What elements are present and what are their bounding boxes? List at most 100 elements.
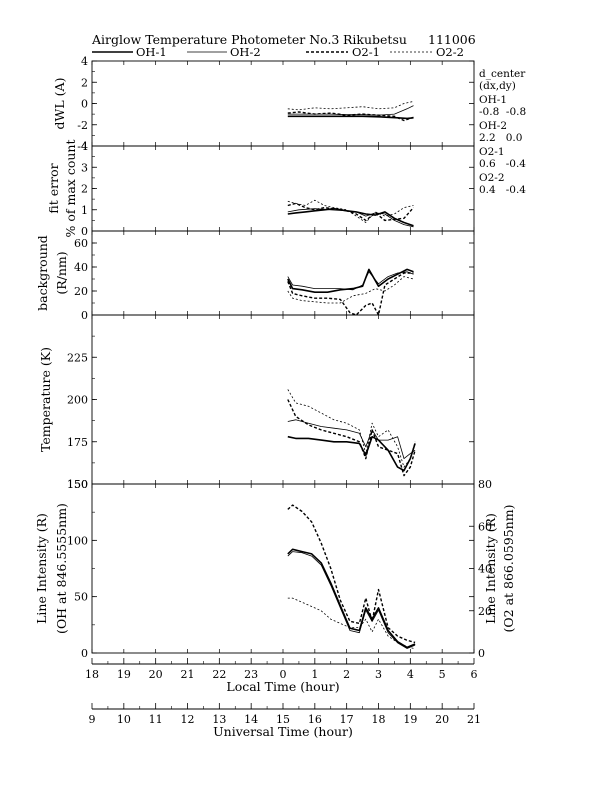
panel-frame-bg bbox=[91, 230, 475, 316]
y-tick-label-bg: 0 bbox=[81, 309, 88, 322]
panel-intensity: 0 50 100 150 Line Intensity (R) (OH at 846.55… bbox=[34, 478, 516, 660]
series-line-bg-o2-1 bbox=[287, 272, 414, 316]
y-axis-label-intensity: (OH at 846.5555nm) bbox=[54, 503, 69, 634]
y-tick-label-bg: 60 bbox=[74, 237, 88, 250]
y-tick-label-temp: 200 bbox=[67, 394, 88, 407]
x-tick-label: 11 bbox=[149, 713, 163, 726]
series-line-fit-o2-1 bbox=[287, 202, 415, 222]
legend-label-o2-1: O2-1 bbox=[352, 45, 380, 59]
annotation-label-oh-1: OH-1 bbox=[479, 94, 507, 106]
x-tick-label: 17 bbox=[340, 713, 354, 726]
x-tick-label: 0 bbox=[280, 668, 287, 681]
y-tick-label-temp: 225 bbox=[67, 351, 88, 364]
x-tick-label: 16 bbox=[308, 713, 322, 726]
y-tick-label-intensity: 100 bbox=[67, 534, 88, 547]
series-line-intensity-oh-2 bbox=[287, 551, 416, 649]
x-axis-label-local: Local Time (hour) bbox=[226, 679, 339, 694]
x-tick-label: 12 bbox=[181, 713, 195, 726]
x-tick-label: 22 bbox=[212, 668, 226, 681]
y-axis-label-temp: Temperature (K) bbox=[38, 347, 53, 452]
annotation-label-o2-1: O2-1 bbox=[479, 146, 505, 158]
x-tick-label: 18 bbox=[372, 713, 386, 726]
y-tick-label-fit: 3 bbox=[81, 161, 88, 174]
x-tick-label: 10 bbox=[117, 713, 131, 726]
chart-site: Rikubetsu bbox=[343, 32, 407, 47]
y-tick-label-dwl: -4 bbox=[77, 140, 88, 153]
y-tick-label-dwl: 0 bbox=[81, 98, 88, 111]
y-right-tick-label-intensity: 80 bbox=[478, 478, 492, 491]
y-tick-label-fit: 4 bbox=[81, 140, 88, 153]
x-tick-label: 1 bbox=[311, 668, 318, 681]
panel-frame-intensity bbox=[91, 483, 475, 654]
x-tick-label: 20 bbox=[435, 713, 449, 726]
x-tick-label: 19 bbox=[403, 713, 417, 726]
y-tick-label-intensity: 50 bbox=[74, 591, 88, 604]
series-line-intensity-o2-2 bbox=[287, 597, 416, 650]
y-axis-label-fit: fit error bbox=[46, 163, 61, 213]
annotation-value-oh-2: 2.2 0.0 bbox=[479, 132, 522, 144]
panel-frame-fit bbox=[91, 145, 475, 232]
y-tick-label-dwl: 4 bbox=[81, 55, 88, 68]
y-right-axis-label-intensity: Line Intensity (R) bbox=[483, 513, 498, 624]
y-tick-label-fit: 1 bbox=[81, 204, 88, 217]
chart-date: 111006 bbox=[428, 32, 476, 47]
y-right-axis-label-intensity: (O2 at 866.0595nm) bbox=[501, 505, 516, 633]
legend-label-oh-2: OH-2 bbox=[230, 45, 261, 59]
panel-bg: 0 20 40 60 background (R/nm) bbox=[35, 230, 475, 322]
x-tick-label: 5 bbox=[439, 668, 446, 681]
y-right-tick-label-intensity: 0 bbox=[478, 647, 485, 660]
series-line-bg-oh-2 bbox=[287, 271, 414, 291]
x-axis-local-time: 18 19 20 21 22 23 0 1 2 3 4 5 6 bbox=[85, 658, 478, 681]
y-right-tick-label-intensity: 40 bbox=[478, 563, 492, 576]
y-tick-label-temp: 150 bbox=[67, 478, 88, 491]
annotation-label-oh-2: OH-2 bbox=[479, 120, 507, 132]
x-tick-label: 19 bbox=[117, 668, 131, 681]
y-right-tick-label-intensity: 20 bbox=[478, 605, 492, 618]
series-line-fit-o2-2 bbox=[287, 199, 414, 223]
x-tick-label: 3 bbox=[375, 668, 382, 681]
series-line-dwl-oh-1 bbox=[287, 115, 414, 120]
y-axis-label-intensity: Line Intensity (R) bbox=[34, 513, 49, 624]
panel-fit: 0 1 2 3 4 fit error% of max count bbox=[46, 140, 475, 238]
annotation-subheading: (dx,dy) bbox=[479, 80, 516, 92]
y-tick-label-bg: 20 bbox=[74, 285, 88, 298]
x-tick-label: 21 bbox=[181, 668, 195, 681]
y-tick-label-intensity: 0 bbox=[81, 647, 88, 660]
x-tick-label: 23 bbox=[244, 668, 258, 681]
annotation-label-o2-2: O2-2 bbox=[479, 172, 505, 184]
legend: OH-1 OH-2 O2-1 O2-2 bbox=[92, 45, 464, 59]
x-tick-label: 14 bbox=[244, 713, 258, 726]
annotation-value-o2-1: 0.6 -0.4 bbox=[479, 158, 526, 170]
y-axis-label-dwl: dWL (A) bbox=[52, 78, 67, 130]
series-line-intensity-oh-1 bbox=[287, 548, 416, 649]
x-tick-label: 13 bbox=[212, 713, 226, 726]
panel-temp: 150 175 200 225 Temperature (K) bbox=[38, 314, 475, 491]
series-line-temp-oh-1 bbox=[287, 435, 416, 472]
x-tick-label: 20 bbox=[149, 668, 163, 681]
annotation-heading: d_center bbox=[479, 68, 526, 80]
y-tick-label-dwl: -2 bbox=[77, 119, 88, 132]
y-tick-label-fit: 0 bbox=[81, 225, 88, 238]
chart-title: Airglow Temperature Photometer No.3 bbox=[91, 32, 339, 47]
series-line-bg-o2-2 bbox=[287, 276, 414, 304]
y-axis-label-fit: % of max count bbox=[63, 140, 78, 238]
y-axis-label-bg: (R/nm) bbox=[54, 251, 69, 294]
panel-frame-temp bbox=[91, 314, 475, 485]
x-tick-label: 15 bbox=[276, 713, 290, 726]
y-tick-label-fit: 2 bbox=[81, 183, 88, 196]
legend-label-oh-1: OH-1 bbox=[136, 45, 167, 59]
y-axis-label-bg: background bbox=[35, 235, 50, 311]
panel-dwl: -4 -2 0 2 4 dWL (A) bbox=[52, 55, 475, 153]
series-line-temp-o2-1 bbox=[287, 399, 416, 477]
y-tick-label-intensity: 150 bbox=[67, 478, 88, 491]
annotation-value-oh-1: -0.8 -0.8 bbox=[479, 106, 526, 118]
panel-frame-dwl bbox=[91, 60, 475, 147]
x-tick-label: 4 bbox=[407, 668, 414, 681]
x-axis-label-ut: Universal Time (hour) bbox=[213, 724, 353, 739]
y-tick-label-bg: 40 bbox=[74, 261, 88, 274]
series-line-dwl-o2-2 bbox=[287, 101, 414, 111]
series-line-dwl-oh-2 bbox=[287, 105, 414, 116]
y-right-tick-label-intensity: 60 bbox=[478, 520, 492, 533]
